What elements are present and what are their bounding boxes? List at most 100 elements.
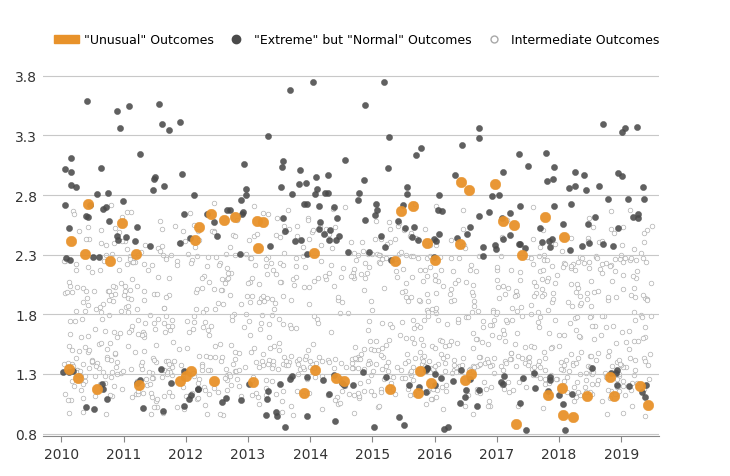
Point [193,224,205,232]
Point [617,286,629,294]
Point [548,203,560,210]
Point [504,209,515,217]
Point [400,334,412,342]
Point [453,318,464,326]
Point [467,292,479,299]
Point [356,239,368,247]
Point [359,274,371,282]
Point [158,305,169,312]
Point [126,276,137,283]
Point [639,334,650,342]
Point [421,365,433,373]
Point [291,254,302,262]
Point [485,383,496,391]
Point [297,252,309,260]
Point [253,298,265,306]
Point [349,266,361,273]
Point [134,151,146,159]
Point [324,227,336,234]
Point [558,411,569,418]
Point [418,352,430,360]
Point [250,358,261,366]
Point [272,366,284,374]
Point [437,208,448,215]
Point [531,372,542,379]
Point [467,345,479,352]
Point [258,297,269,305]
Point [141,381,153,389]
Point [306,361,318,368]
Point [165,362,177,369]
Point [106,369,118,377]
Point [374,252,386,259]
Point [189,244,201,251]
Point [406,371,418,379]
Point [196,366,207,374]
Point [408,325,420,333]
Point [624,207,636,214]
Point [104,311,115,319]
Point [445,286,456,294]
Point [303,283,315,291]
Point [411,321,423,329]
Point [97,386,109,393]
Point [208,377,220,385]
Point [101,355,113,363]
Point [566,390,577,397]
Point [389,235,401,243]
Point [537,267,548,275]
Point [239,186,251,193]
Point [104,257,115,265]
Point [325,261,337,269]
Point [616,242,628,249]
Point [546,343,558,351]
Point [65,397,77,405]
Point [596,261,608,268]
Point [582,363,593,370]
Point [212,233,223,240]
Point [302,215,314,222]
Point [585,353,597,360]
Point [90,392,101,399]
Point [270,270,282,278]
Point [80,307,91,315]
Point [428,385,439,393]
Point [60,258,72,266]
Point [472,362,483,370]
Point [338,381,350,389]
Point [500,359,512,367]
Point [451,235,463,242]
Point [508,222,520,229]
Point [534,225,546,233]
Point [312,319,323,327]
Point [323,270,334,278]
Point [77,299,89,307]
Point [610,339,622,347]
Point [250,218,262,225]
Point [488,355,500,362]
Point [277,388,288,396]
Point [94,267,106,274]
Point [619,255,631,262]
Point [352,365,364,372]
Point [431,387,442,394]
Point [123,294,134,302]
Point [414,348,426,356]
Point [77,380,89,388]
Point [575,299,586,307]
Point [338,378,350,386]
Point [152,396,164,403]
Point [399,227,410,234]
Point [539,367,550,374]
Point [309,367,320,375]
Point [174,119,186,127]
Point [601,411,612,418]
Point [115,238,127,245]
Point [97,368,109,376]
Point [558,332,569,339]
Point [512,402,523,409]
Point [529,278,540,286]
Point [464,224,475,231]
Point [342,248,353,256]
Point [416,354,428,362]
